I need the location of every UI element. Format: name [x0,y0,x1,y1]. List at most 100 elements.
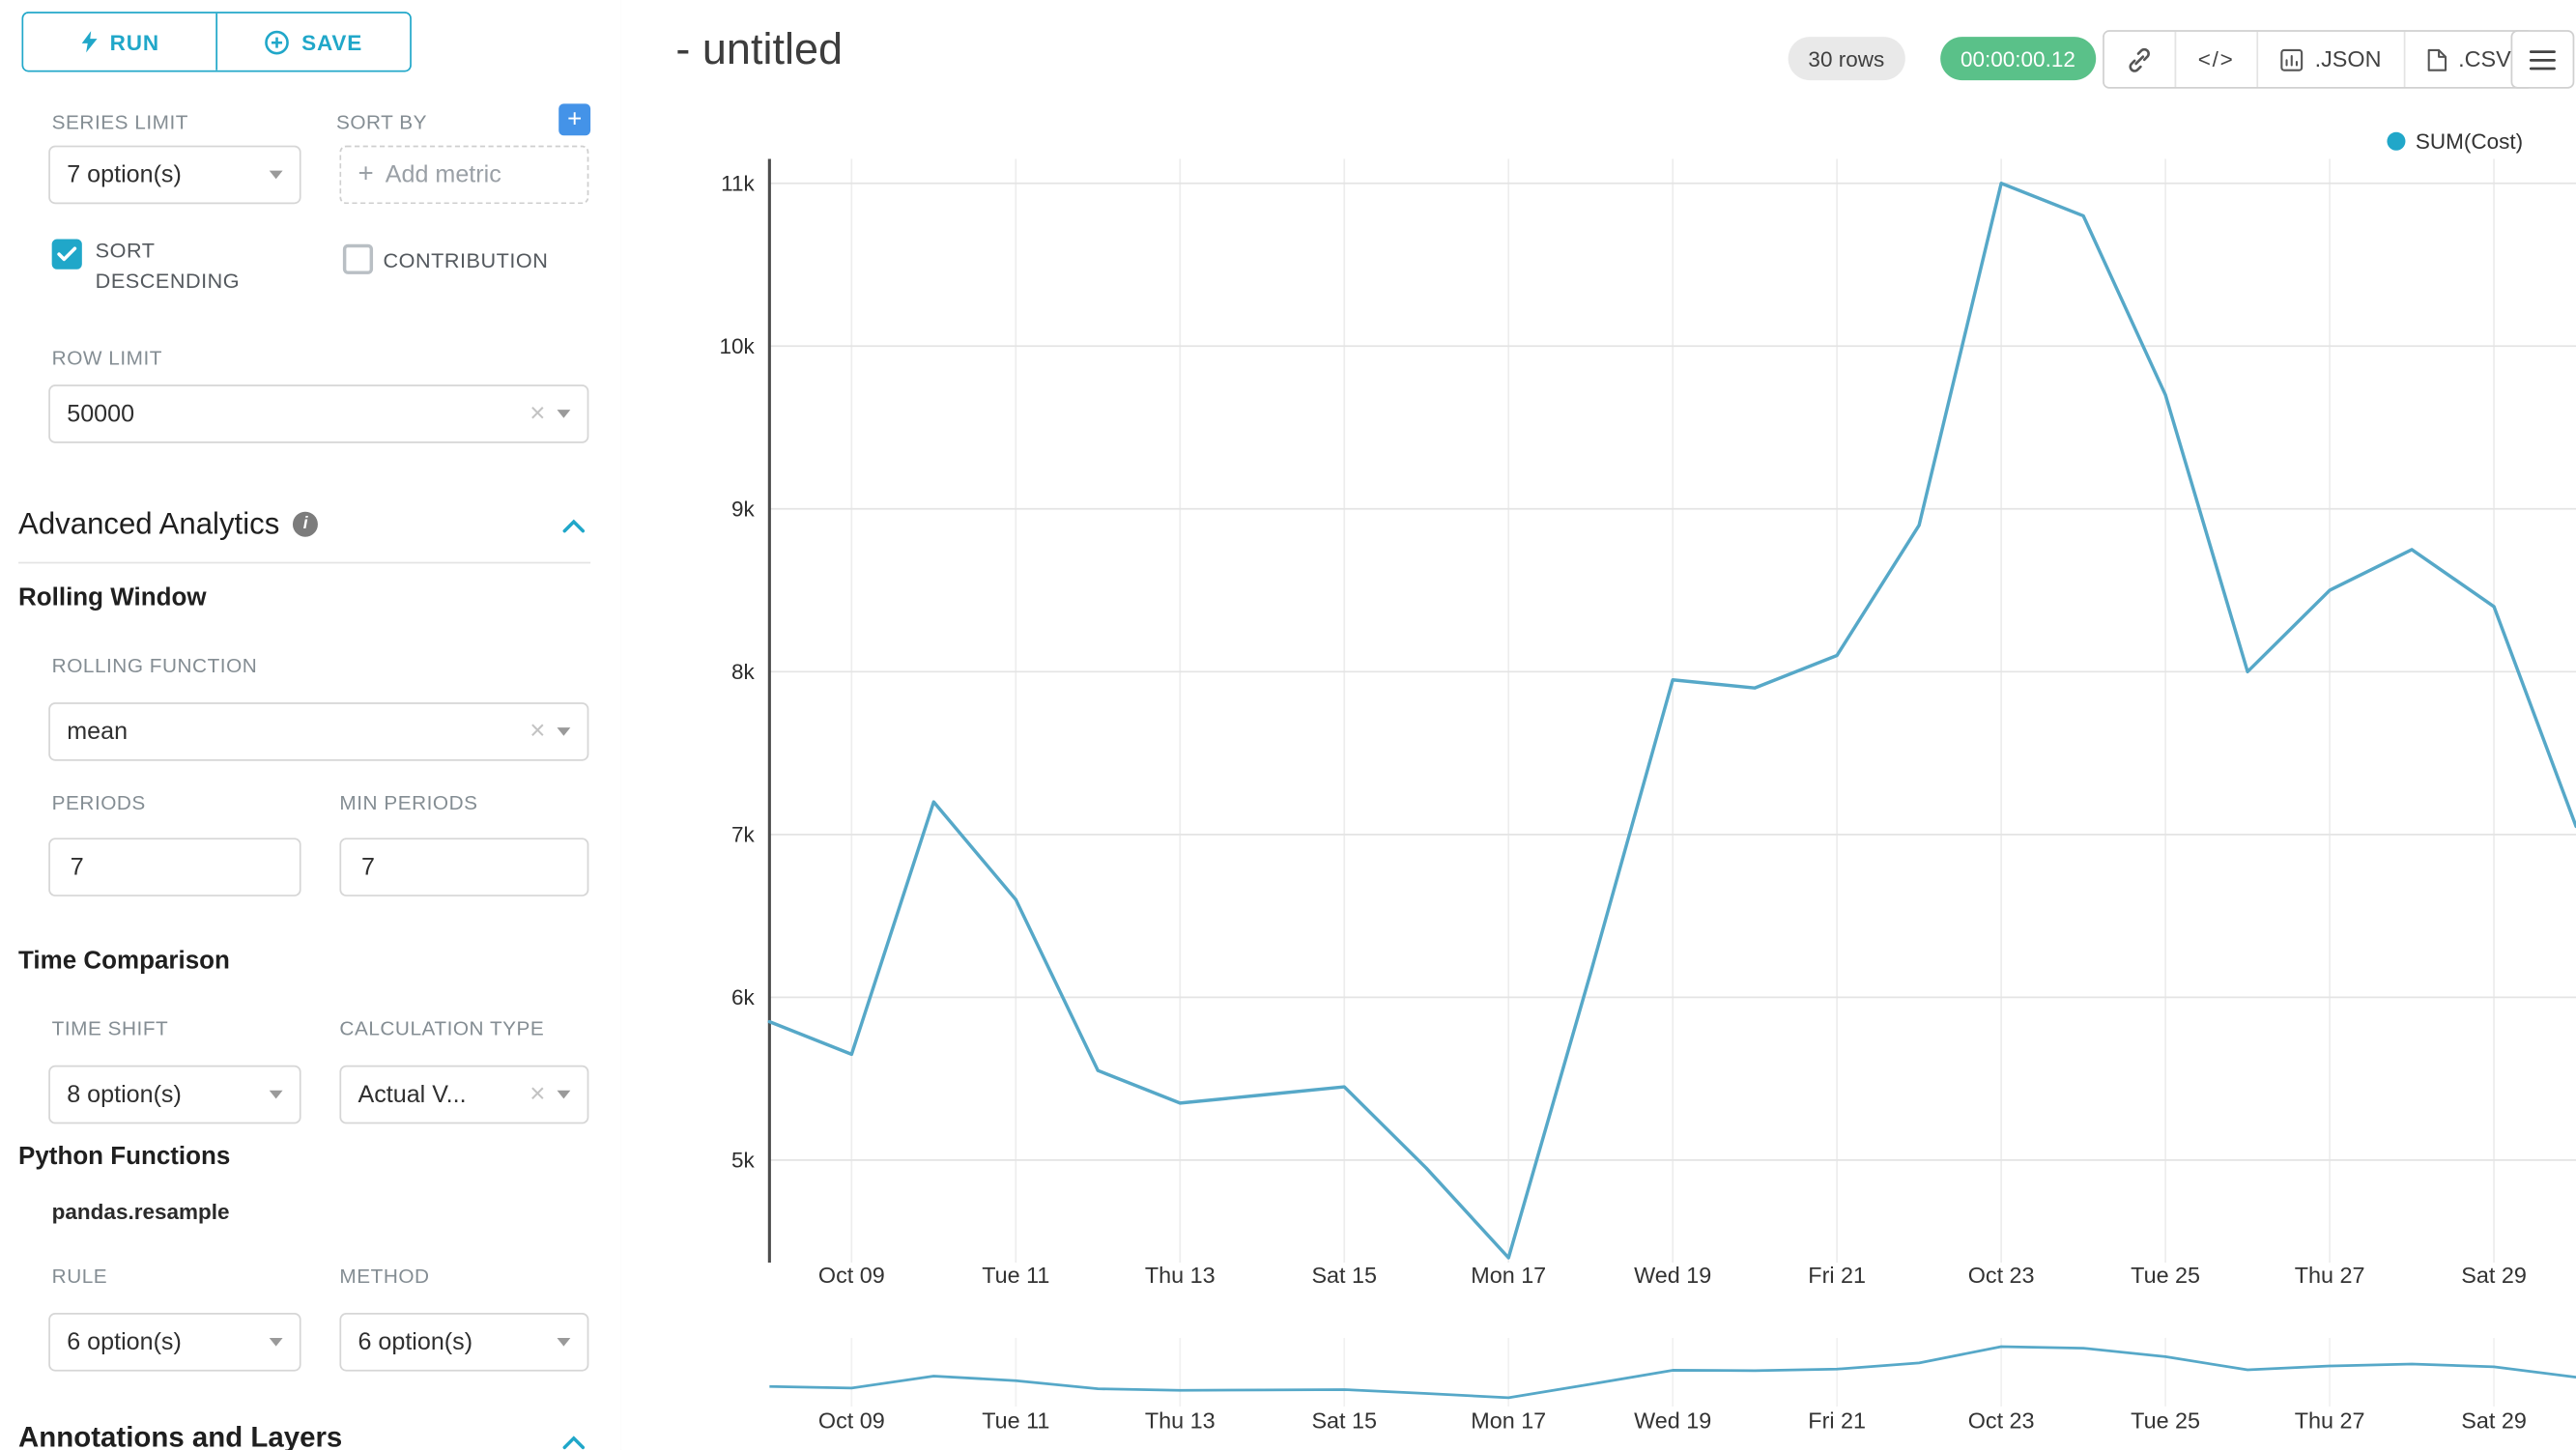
method-label: METHOD [339,1264,430,1289]
advanced-analytics-title: Advanced Analytics [18,506,280,541]
svg-text:Thu 13: Thu 13 [1145,1263,1216,1288]
svg-text:Tue 11: Tue 11 [982,1263,1049,1288]
caret-down-icon [269,170,283,180]
svg-text:5k: 5k [731,1149,756,1173]
annotations-layers-header[interactable]: Annotations and Layers [18,1422,342,1450]
svg-text:Fri 21: Fri 21 [1808,1263,1866,1288]
svg-text:Oct 23: Oct 23 [1968,1407,2035,1433]
series-limit-label: SERIES LIMIT [51,110,188,134]
calculation-type-value: Actual V... [358,1081,467,1108]
rolling-function-label: ROLLING FUNCTION [51,653,258,678]
bolt-icon [81,31,97,53]
periods-input[interactable] [48,838,301,896]
periods-label: PERIODS [51,790,146,815]
chevron-up-icon[interactable] [562,1435,586,1450]
chart-svg[interactable]: Oct 09 Tue 11 Thu 13 Sat 15 Mon 17 Wed 19 Fri … [620,92,2576,1450]
svg-text:10k: 10k [719,334,755,358]
svg-text:Mon 17: Mon 17 [1471,1407,1546,1433]
svg-text:6k: 6k [731,985,756,1009]
row-limit-value: 50000 [67,400,135,428]
svg-text:Thu 27: Thu 27 [2295,1407,2365,1433]
check-icon [57,246,77,262]
svg-text:Tue 11: Tue 11 [982,1407,1049,1433]
copy-link-button[interactable] [2104,31,2175,88]
plus-icon: + [567,105,583,134]
series-limit-select[interactable]: 7 option(s) [48,145,301,205]
svg-text:Fri 21: Fri 21 [1808,1407,1866,1433]
contribution-label: CONTRIBUTION [383,248,549,273]
add-sort-button[interactable]: + [558,103,591,136]
menu-button[interactable] [2510,30,2575,89]
time-comparison-title: Time Comparison [18,946,230,976]
svg-text:Sat 29: Sat 29 [2461,1263,2527,1288]
svg-text:8k: 8k [731,660,756,684]
svg-text:Sat 29: Sat 29 [2461,1407,2527,1433]
chart-area: - untitled 30 rows 00:00:00.12 </> .JSON [620,0,2576,1450]
save-button[interactable]: SAVE [215,13,411,71]
rolling-function-select[interactable]: mean × [48,702,589,761]
info-icon[interactable]: i [293,511,319,537]
series-limit-value: 7 option(s) [67,161,182,188]
svg-text:Oct 09: Oct 09 [818,1263,885,1288]
method-select[interactable]: 6 option(s) [339,1312,589,1372]
code-icon: </> [2197,46,2235,72]
time-shift-label: TIME SHIFT [51,1016,169,1040]
svg-text:Sat 15: Sat 15 [1311,1407,1377,1433]
min-periods-input[interactable] [339,838,589,896]
section-divider [18,561,591,564]
csv-file-icon [2426,48,2447,71]
svg-text:Mon 17: Mon 17 [1471,1263,1546,1288]
export-json-button[interactable]: .JSON [2256,31,2403,88]
svg-text:Oct 09: Oct 09 [818,1407,885,1433]
chart-title: - untitled [675,23,844,74]
chevron-up-icon[interactable] [562,519,586,534]
clear-icon[interactable]: × [530,716,546,746]
sort-by-label: SORT BY [335,110,428,134]
save-label: SAVE [301,29,363,55]
rolling-window-title: Rolling Window [18,583,207,612]
svg-text:Wed 19: Wed 19 [1634,1407,1711,1433]
calculation-type-label: CALCULATION TYPE [339,1016,545,1040]
run-save-group: RUN SAVE [21,12,412,72]
sort-by-add-metric[interactable]: + Add metric [339,145,589,205]
caret-down-icon [557,1090,571,1099]
rule-value: 6 option(s) [67,1328,182,1356]
svg-text:Oct 23: Oct 23 [1968,1263,2035,1288]
contribution-checkbox[interactable] [342,243,374,274]
advanced-analytics-header[interactable]: Advanced Analytics i [18,506,319,542]
caret-down-icon [557,410,571,418]
python-functions-title: Python Functions [18,1142,231,1171]
run-button[interactable]: RUN [23,13,216,71]
svg-text:11k: 11k [721,172,755,196]
svg-text:Sat 15: Sat 15 [1311,1263,1377,1288]
caret-down-icon [269,1337,283,1347]
export-toolbar: </> .JSON .CSV [2103,30,2534,89]
sort-descending-checkbox[interactable] [51,239,82,270]
csv-label: .CSV [2458,46,2511,72]
plus-circle-icon [265,29,290,54]
min-periods-label: MIN PERIODS [339,790,478,815]
hamburger-icon [2529,49,2556,70]
calculation-type-select[interactable]: Actual V... × [339,1065,589,1124]
legend-label: SUM(Cost) [2415,128,2524,155]
legend[interactable]: SUM(Cost) [2387,128,2523,154]
svg-text:Tue 25: Tue 25 [2131,1263,2200,1288]
add-metric-placeholder: Add metric [385,161,501,188]
rule-select[interactable]: 6 option(s) [48,1312,301,1372]
clear-icon[interactable]: × [530,1079,546,1108]
method-value: 6 option(s) [358,1328,473,1356]
run-label: RUN [109,29,160,55]
svg-text:Wed 19: Wed 19 [1634,1263,1711,1288]
row-limit-select[interactable]: 50000 × [48,384,589,443]
json-file-icon [2279,48,2303,71]
pandas-resample-label: pandas.resample [51,1199,230,1225]
svg-text:Tue 25: Tue 25 [2131,1407,2200,1433]
clear-icon[interactable]: × [530,398,546,428]
view-query-button[interactable]: </> [2174,31,2257,88]
svg-text:Thu 13: Thu 13 [1145,1407,1216,1433]
query-duration-badge: 00:00:00.12 [1940,37,2096,81]
time-shift-select[interactable]: 8 option(s) [48,1065,301,1124]
svg-text:9k: 9k [731,498,756,522]
json-label: .JSON [2314,46,2382,72]
